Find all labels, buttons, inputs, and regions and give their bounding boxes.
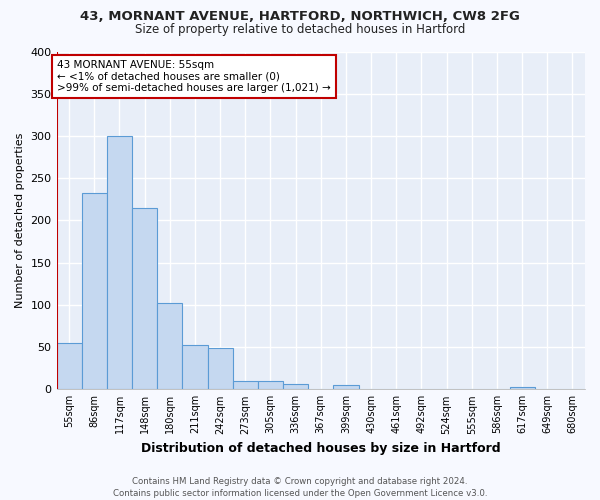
Bar (132, 208, 157, 390)
Bar (82, 192, 107, 390)
Bar (233, 381, 258, 390)
X-axis label: Distribution of detached houses by size in Hartford: Distribution of detached houses by size … (141, 442, 500, 455)
Bar (107, 136, 132, 390)
Bar (208, 348, 233, 390)
Bar (56, 343, 82, 390)
Bar (157, 303, 182, 390)
Bar (258, 381, 283, 390)
Text: 43 MORNANT AVENUE: 55sqm
← <1% of detached houses are smaller (0)
>99% of semi-d: 43 MORNANT AVENUE: 55sqm ← <1% of detach… (57, 60, 331, 93)
Bar (283, 384, 308, 390)
Text: Size of property relative to detached houses in Hartford: Size of property relative to detached ho… (135, 22, 465, 36)
Y-axis label: Number of detached properties: Number of detached properties (15, 132, 25, 308)
Bar (182, 346, 208, 390)
Bar (509, 387, 535, 390)
Text: Contains HM Land Registry data © Crown copyright and database right 2024.
Contai: Contains HM Land Registry data © Crown c… (113, 476, 487, 498)
Bar (334, 385, 359, 390)
Text: 43, MORNANT AVENUE, HARTFORD, NORTHWICH, CW8 2FG: 43, MORNANT AVENUE, HARTFORD, NORTHWICH,… (80, 10, 520, 23)
